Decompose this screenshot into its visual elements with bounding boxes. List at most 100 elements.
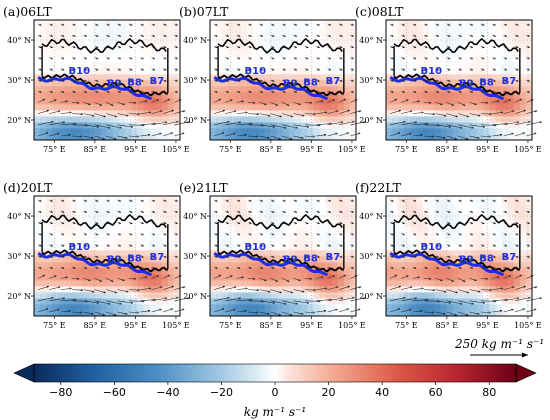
heat-cell <box>76 50 84 57</box>
vector-arrowhead <box>45 308 49 311</box>
vector-arrowhead <box>260 34 263 37</box>
heat-cell <box>76 68 84 75</box>
heat-cell <box>234 26 241 33</box>
vector-arrow <box>248 102 256 104</box>
heat-cell <box>392 98 399 105</box>
heat-cell <box>216 98 223 105</box>
heat-cell <box>258 92 266 99</box>
vector-arrowhead <box>328 199 332 202</box>
vector-arrowhead <box>233 132 236 135</box>
heat-cell <box>46 50 53 57</box>
heat-cell <box>295 220 302 227</box>
vector-arrow <box>503 309 514 313</box>
plateau-northern-boundary <box>393 37 519 54</box>
heat-cell <box>161 304 169 311</box>
heat-cell <box>264 250 272 257</box>
heat-cell <box>222 68 229 75</box>
vector-arrowhead <box>504 266 508 269</box>
vector-arrowhead <box>164 221 167 225</box>
heat-cell <box>70 202 77 209</box>
vector-arrowhead <box>103 291 106 294</box>
heat-cell <box>422 110 429 117</box>
heat-cell <box>252 304 260 311</box>
vector-arrowhead <box>347 285 350 288</box>
heat-cell <box>331 26 339 33</box>
vector-arrow <box>293 289 305 293</box>
vector-arrow <box>83 102 91 105</box>
heat-cell <box>137 104 144 111</box>
heat-cell <box>167 214 175 221</box>
vector-arrowhead <box>141 244 144 247</box>
heat-cell <box>428 20 436 27</box>
heat-cell <box>428 74 436 81</box>
heat-cell <box>513 104 521 111</box>
heat-cell <box>216 268 223 275</box>
heat-cell <box>392 202 399 209</box>
heat-cell <box>428 310 436 317</box>
heat-cell <box>392 280 399 287</box>
vector-arrowhead <box>447 233 451 236</box>
vector-arrow <box>458 102 466 106</box>
vector-arrowhead <box>447 222 451 225</box>
vector-arrowhead <box>164 34 167 37</box>
heat-cell <box>113 310 120 317</box>
heat-cell <box>325 20 333 27</box>
vector-arrowhead <box>99 103 103 106</box>
heat-cell <box>40 122 47 129</box>
heat-cell <box>234 256 241 263</box>
heat-cell <box>155 38 163 45</box>
vector-arrowhead <box>283 221 286 225</box>
heat-cell <box>228 110 235 117</box>
heat-cell <box>513 38 521 45</box>
heat-cell <box>422 122 429 129</box>
heat-cell <box>167 110 175 117</box>
heat-cell <box>343 56 351 63</box>
vector-arrowhead <box>346 132 349 135</box>
vector-arrowhead <box>294 57 297 60</box>
heat-cell <box>386 44 393 51</box>
heat-cell <box>113 110 120 117</box>
heat-cell <box>343 104 351 111</box>
heat-cell <box>125 128 132 135</box>
vector-arrowhead <box>328 221 332 225</box>
heat-cell <box>34 122 41 129</box>
heat-cell <box>452 80 460 87</box>
vector-arrowhead <box>511 308 514 311</box>
vector-arrowhead <box>459 126 463 129</box>
heat-cell <box>471 232 478 239</box>
colorbar-units: kg m⁻¹ s⁻¹ <box>244 405 306 419</box>
vector-arrow <box>214 308 224 313</box>
heat-cell <box>349 214 357 221</box>
heat-cell <box>234 310 241 317</box>
heat-cell <box>283 56 290 63</box>
heat-cell <box>34 238 41 245</box>
vector-arrowhead <box>317 68 320 71</box>
heat-cell <box>70 26 77 33</box>
vector-arrowhead <box>527 233 530 236</box>
heat-cell <box>119 232 126 239</box>
heat-cell <box>459 256 466 263</box>
heat-cell <box>386 274 393 281</box>
heat-cell <box>40 196 47 203</box>
vector-arrow <box>424 278 432 280</box>
heat-cell <box>343 292 351 299</box>
vector-arrowhead <box>237 90 241 93</box>
heat-cell <box>100 32 108 39</box>
heat-cell <box>52 98 59 105</box>
vector-arrowhead <box>417 100 420 103</box>
heat-cell <box>349 292 357 299</box>
vector-arrowhead <box>335 308 338 311</box>
reference-vector-label: 250 kg m⁻¹ s⁻¹ <box>454 337 544 351</box>
heat-cell <box>149 38 157 45</box>
heat-cell <box>88 208 96 215</box>
vector-arrowhead <box>69 111 72 114</box>
heat-cell <box>246 274 253 281</box>
heat-cell <box>459 128 466 135</box>
heat-cell <box>82 86 90 93</box>
vector-arrow <box>38 121 54 126</box>
heat-cell <box>46 256 53 263</box>
heat-cell <box>349 256 357 263</box>
heat-cell <box>337 62 345 69</box>
vector-arrowhead <box>294 79 297 82</box>
heat-cell <box>264 274 272 281</box>
